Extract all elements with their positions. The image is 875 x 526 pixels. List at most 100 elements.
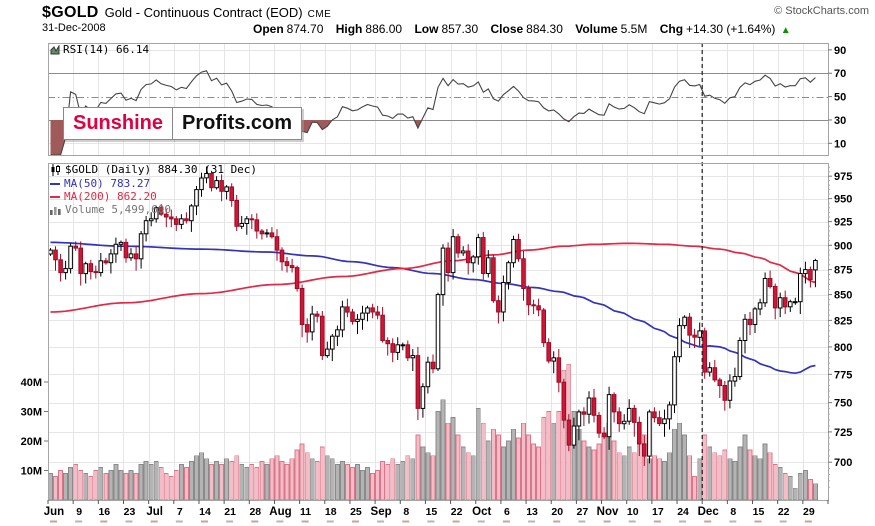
- rsi-legend: RSI(14) 66.14: [50, 43, 149, 56]
- svg-text:9: 9: [76, 506, 82, 518]
- svg-text:750: 750: [834, 398, 852, 410]
- header-row-1: $GOLD Gold - Continuous Contract (EOD) CME: [42, 4, 331, 22]
- svg-text:700: 700: [834, 457, 852, 469]
- svg-text:70: 70: [834, 68, 846, 80]
- low-label: Low: [414, 22, 439, 36]
- svg-text:975: 975: [834, 171, 852, 183]
- svg-text:29: 29: [803, 506, 815, 518]
- watermark-profits: Profits.com: [172, 107, 303, 140]
- high-value: 886.00: [365, 22, 403, 36]
- svg-text:11: 11: [300, 506, 311, 518]
- ma200-legend: MA(200) 862.20: [50, 190, 157, 203]
- ma50-legend-label: MA(50) 783.27: [64, 177, 151, 190]
- svg-text:925: 925: [834, 217, 852, 229]
- ma50-line: [50, 241, 816, 375]
- svg-text:20M: 20M: [21, 436, 42, 448]
- svg-text:8: 8: [403, 506, 409, 518]
- svg-text:20: 20: [551, 506, 563, 518]
- svg-text:900: 900: [834, 240, 852, 252]
- volume-value: 5.5M: [620, 22, 648, 36]
- indicator-icon: [50, 44, 60, 54]
- svg-text:10M: 10M: [21, 466, 42, 478]
- up-arrow-icon: ▲: [780, 25, 791, 36]
- open-label: Open: [253, 22, 284, 36]
- svg-text:30M: 30M: [21, 407, 42, 419]
- svg-text:24: 24: [677, 506, 689, 518]
- svg-text:6: 6: [504, 506, 510, 518]
- low-value: 857.30: [441, 22, 479, 36]
- svg-text:14: 14: [199, 506, 211, 518]
- candlestick-icon: [51, 163, 60, 176]
- svg-text:Sep: Sep: [371, 506, 392, 518]
- svg-text:17: 17: [652, 506, 664, 518]
- copyright: © StockCharts.com: [774, 5, 869, 17]
- price-legend: $GOLD (Daily) 884.30 (31 Dec): [50, 163, 257, 176]
- svg-text:25: 25: [350, 506, 362, 518]
- svg-text:850: 850: [834, 290, 852, 302]
- svg-text:13: 13: [526, 506, 538, 518]
- watermark: Sunshine Profits.com: [63, 107, 303, 140]
- svg-text:28: 28: [249, 506, 261, 518]
- svg-text:40M: 40M: [21, 377, 42, 389]
- svg-text:800: 800: [834, 342, 852, 354]
- svg-text:775: 775: [834, 369, 852, 381]
- svg-text:15: 15: [426, 506, 438, 518]
- close-label: Close: [490, 22, 524, 36]
- svg-text:50: 50: [834, 92, 846, 104]
- header-row-2: 31-Dec-2008 Open 874.70 High 886.00 Low 857…: [42, 22, 791, 36]
- svg-text:950: 950: [834, 194, 852, 206]
- svg-text:18: 18: [325, 506, 337, 518]
- svg-text:825: 825: [834, 315, 852, 327]
- chg-label: Chg: [659, 22, 684, 36]
- svg-text:Jul: Jul: [146, 506, 163, 518]
- svg-text:7: 7: [177, 506, 183, 518]
- svg-text:21: 21: [224, 506, 236, 518]
- quote-summary: Open 874.70 High 886.00 Low 857.30 Close 884…: [244, 22, 791, 36]
- rsi-plot: [50, 70, 816, 155]
- ma200-line-swatch: [50, 195, 60, 198]
- ma50-line-group: [50, 241, 816, 375]
- ma200-legend-label: MA(200) 862.20: [64, 190, 157, 203]
- ma50-line-swatch: [50, 182, 60, 185]
- svg-text:Jun: Jun: [44, 506, 64, 518]
- svg-text:8: 8: [730, 506, 736, 518]
- symbol: $GOLD: [42, 4, 99, 21]
- volume-legend: Volume 5,499,600: [50, 203, 171, 216]
- svg-text:Aug: Aug: [269, 506, 291, 518]
- open-value: 874.70: [286, 22, 324, 36]
- svg-text:22: 22: [451, 506, 463, 518]
- svg-text:Oct: Oct: [472, 506, 491, 518]
- chart-title: Gold - Continuous Contract (EOD): [104, 5, 303, 20]
- volume-legend-label: Volume 5,499,600: [65, 203, 171, 216]
- price-legend-label: $GOLD (Daily) 884.30 (31 Dec): [65, 163, 258, 176]
- svg-text:10: 10: [834, 138, 846, 150]
- rsi-legend-label: RSI(14) 66.14: [63, 43, 150, 56]
- svg-text:23: 23: [124, 506, 136, 518]
- high-label: High: [335, 22, 363, 36]
- svg-text:27: 27: [577, 506, 589, 518]
- svg-text:Nov: Nov: [597, 506, 619, 518]
- svg-text:15: 15: [753, 506, 765, 518]
- svg-text:16: 16: [98, 506, 110, 518]
- ma200-line: [50, 242, 816, 313]
- chg-value: +14.30 (+1.64%): [686, 22, 776, 36]
- panel-borders: [48, 43, 829, 501]
- ma200-line-group: [50, 242, 816, 313]
- svg-text:875: 875: [834, 265, 852, 277]
- volume-bars-icon: [50, 206, 61, 215]
- axes: 9070503010975950925900875850825800775750…: [21, 45, 852, 523]
- svg-text:10: 10: [627, 506, 639, 518]
- exchange-label: CME: [307, 9, 332, 20]
- candles: [48, 166, 818, 466]
- svg-text:Dec: Dec: [698, 506, 720, 518]
- svg-text:725: 725: [834, 427, 852, 439]
- watermark-sunshine: Sunshine: [63, 107, 174, 140]
- svg-text:22: 22: [778, 506, 790, 518]
- chart-date: 31-Dec-2008: [42, 22, 106, 34]
- volume-label: Volume: [575, 22, 618, 36]
- close-value: 884.30: [526, 22, 563, 36]
- svg-text:30: 30: [834, 115, 846, 127]
